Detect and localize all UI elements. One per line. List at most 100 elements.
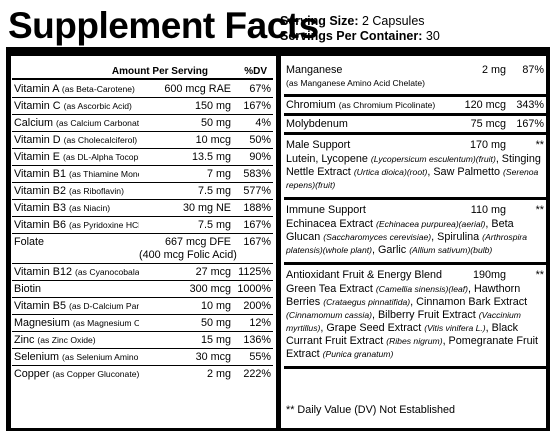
blend-name: Antioxidant Fruit & Energy Blend bbox=[286, 269, 443, 281]
nutrient-row: Vitamin D (as Cholecalciferol) 10 mcg 50% bbox=[12, 132, 273, 149]
nutrient-amount-cell: 30 mcg bbox=[139, 351, 231, 364]
left-nutrient-column: Amount Per Serving %DV Vitamin A (as Bet… bbox=[12, 62, 273, 382]
nutrient-amount: 10 mg bbox=[200, 300, 231, 312]
nutrient-amount: 120 mcg bbox=[464, 99, 506, 111]
nutrient-row: Vitamin E (as DL-Alpha Tocopherol Acetat… bbox=[12, 149, 273, 166]
nutrient-source: (as Magnesium Oxide) bbox=[72, 318, 139, 328]
ingredient-source: (Serenoa repens)(fruit) bbox=[286, 167, 539, 190]
nutrient-name-cell: Vitamin B5 (as D-Calcium Pantothenate) bbox=[14, 300, 139, 313]
nutrient-amount: 50 mg bbox=[200, 117, 231, 129]
nutrient-name-cell: Vitamin B6 (as Pyridoxine HCl) bbox=[14, 219, 139, 232]
servings-per-container-value: 30 bbox=[425, 29, 440, 43]
nutrient-amount: 50 mg bbox=[200, 317, 231, 329]
nutrient-dv: 87% bbox=[522, 64, 544, 76]
nutrient-name-cell: Vitamin A (as Beta-Carotene) bbox=[14, 83, 139, 96]
nutrient-amount-cell: 50 mg bbox=[139, 117, 231, 130]
nutrient-amount: 13.5 mg bbox=[191, 151, 231, 163]
nutrient-amount-cell: 600 mcg RAE bbox=[139, 83, 231, 96]
nutrient-dv: 200% bbox=[243, 300, 271, 312]
nutrient-dv: 167% bbox=[243, 219, 271, 231]
nutrient-name-cell: Folate bbox=[14, 236, 139, 249]
blend-section: Antioxidant Fruit & Energy Blend 190mg ** G… bbox=[284, 265, 546, 369]
nutrient-dv: 222% bbox=[243, 368, 271, 380]
nutrient-amount-cell: 300 mcg bbox=[139, 283, 231, 296]
nutrient-name-cell: Vitamin D (as Cholecalciferol) bbox=[14, 134, 139, 147]
nutrient-name-cell: Molybdenum bbox=[286, 118, 438, 131]
nutrient-amount: 27 mcg bbox=[195, 266, 231, 278]
nutrient-dv: 167% bbox=[243, 100, 271, 112]
nutrient-name: Zinc bbox=[14, 334, 35, 346]
ingredient-name: , Pomegranate Fruit Extract bbox=[286, 335, 538, 360]
ingredient-name: , Stinging Nettle Extract bbox=[286, 153, 541, 178]
nutrient-source: (as Selenium Amino Acid Chelate) bbox=[62, 352, 139, 362]
nutrient-name-cell: Vitamin E (as DL-Alpha Tocopherol Acetat… bbox=[14, 151, 139, 164]
nutrient-row: Vitamin C (as Ascorbic Acid) 150 mg 167% bbox=[12, 98, 273, 115]
nutrient-row: Zinc (as Zinc Oxide) 15 mg 136% bbox=[12, 332, 273, 349]
nutrient-dv: 1000% bbox=[237, 283, 271, 295]
nutrient-name: Vitamin B2 bbox=[14, 185, 67, 197]
nutrient-name: Vitamin B3 bbox=[14, 202, 67, 214]
nutrient-name: Selenium bbox=[14, 351, 60, 363]
nutrient-amount: 150 mg bbox=[194, 100, 231, 112]
serving-size-line: Serving Size: 2 Capsules bbox=[280, 14, 440, 29]
nutrient-row: Copper (as Copper Gluconate) 2 mg 222% bbox=[12, 366, 273, 382]
ingredient-source: (Punica granatum) bbox=[322, 349, 394, 359]
nutrient-name: Vitamin B12 bbox=[14, 266, 73, 278]
nutrient-row: Vitamin B5 (as D-Calcium Pantothenate) 10… bbox=[12, 298, 273, 315]
nutrient-row: Calcium (as Calcium Carbonate) 50 mg 4% bbox=[12, 115, 273, 132]
amount-per-serving-header: Amount Per Serving bbox=[111, 66, 208, 77]
nutrient-source: (as Riboflavin) bbox=[69, 186, 124, 196]
nutrient-row: Vitamin B6 (as Pyridoxine HCl) 7.5 mg 167% bbox=[12, 217, 273, 234]
nutrient-name-cell: Vitamin C (as Ascorbic Acid) bbox=[14, 100, 139, 113]
ingredient-source: (Saccharomyces cerevisiae) bbox=[323, 232, 432, 242]
nutrient-row: Manganese (as Manganese Amino Acid Chela… bbox=[284, 60, 546, 97]
nutrient-amount: 7.5 mg bbox=[197, 219, 231, 231]
proprietary-blends: Male Support 170 mg ** Lutein, Lycopene (Ly… bbox=[284, 135, 546, 369]
ingredient-source: (Urtica dioica)(root) bbox=[353, 167, 428, 177]
nutrient-name-cell: Vitamin B2 (as Riboflavin) bbox=[14, 185, 139, 198]
nutrient-dv: 136% bbox=[243, 334, 271, 346]
nutrient-dv: 12% bbox=[249, 317, 271, 329]
nutrient-amount-cell: 50 mg bbox=[139, 317, 231, 330]
nutrient-name: Vitamin E bbox=[14, 151, 61, 163]
nutrient-source: (as Manganese Amino Acid Chelate) bbox=[286, 78, 426, 88]
blend-ingredients: Echinacea Extract (Echinacea purpurea)(a… bbox=[284, 218, 546, 257]
nutrient-amount: 300 mcg bbox=[189, 283, 231, 295]
nutrient-source: (as Cyanocobalamin) bbox=[75, 267, 139, 277]
ingredient-source: (Arthrospira platensis)(whole plant) bbox=[286, 232, 528, 255]
nutrient-source: (as Chromium Picolinate) bbox=[338, 100, 436, 110]
nutrient-row: Molybdenum 75 mcg 167% bbox=[284, 116, 546, 135]
nutrient-amount-detail: (400 mcg Folic Acid) bbox=[139, 249, 237, 261]
nutrient-name: Manganese bbox=[286, 64, 343, 76]
nutrient-name: Vitamin C bbox=[14, 100, 61, 112]
nutrient-dv: 50% bbox=[249, 134, 271, 146]
nutrient-source: (as D-Calcium Pantothenate) bbox=[69, 301, 139, 311]
nutrient-amount: 600 mcg RAE bbox=[164, 83, 231, 95]
nutrient-name: Calcium bbox=[14, 117, 53, 129]
ingredient-source: (Vaccinium myrtillus) bbox=[286, 310, 521, 333]
nutrient-amount-cell: 7.5 mg bbox=[139, 185, 231, 198]
blend-ingredients: Green Tea Extract (Camellia sinensis)(le… bbox=[284, 283, 546, 361]
nutrient-dv: 90% bbox=[249, 151, 271, 163]
nutrient-amount: 7.5 mg bbox=[197, 185, 231, 197]
ingredient-name: Lutein, Lycopene bbox=[286, 153, 371, 165]
nutrient-name-cell: Vitamin B1 (as Thiamine Mononitrate) bbox=[14, 168, 139, 181]
ingredient-source: (Echinacea purpurea)(aerial) bbox=[376, 219, 486, 229]
nutrient-name-cell: Magnesium (as Magnesium Oxide) bbox=[14, 317, 139, 330]
nutrient-amount: 10 mcg bbox=[195, 134, 231, 146]
ingredient-name: , Cinnamon Bark Extract bbox=[410, 296, 528, 308]
ingredient-source: (Crataegus pinnatifida) bbox=[323, 297, 411, 307]
bottom-rule bbox=[6, 428, 550, 431]
blend-header: Male Support 170 mg ** bbox=[284, 135, 546, 153]
nutrient-source: (as Beta-Carotene) bbox=[61, 84, 135, 94]
nutrient-amount-cell: 27 mcg bbox=[139, 266, 231, 279]
nutrient-name-cell: Zinc (as Zinc Oxide) bbox=[14, 334, 139, 347]
nutrient-row: Vitamin B12 (as Cyanocobalamin) 27 mcg 112… bbox=[12, 264, 273, 281]
ingredient-source: (Allium sativum)(bulb) bbox=[409, 245, 493, 255]
nutrient-dv: 55% bbox=[249, 351, 271, 363]
ingredient-name: Green Tea Extract bbox=[286, 283, 376, 295]
nutrient-amount-cell: 15 mg bbox=[139, 334, 231, 347]
nutrient-name-cell: Manganese (as Manganese Amino Acid Chela… bbox=[286, 64, 438, 90]
nutrient-row: Selenium (as Selenium Amino Acid Chelate… bbox=[12, 349, 273, 366]
